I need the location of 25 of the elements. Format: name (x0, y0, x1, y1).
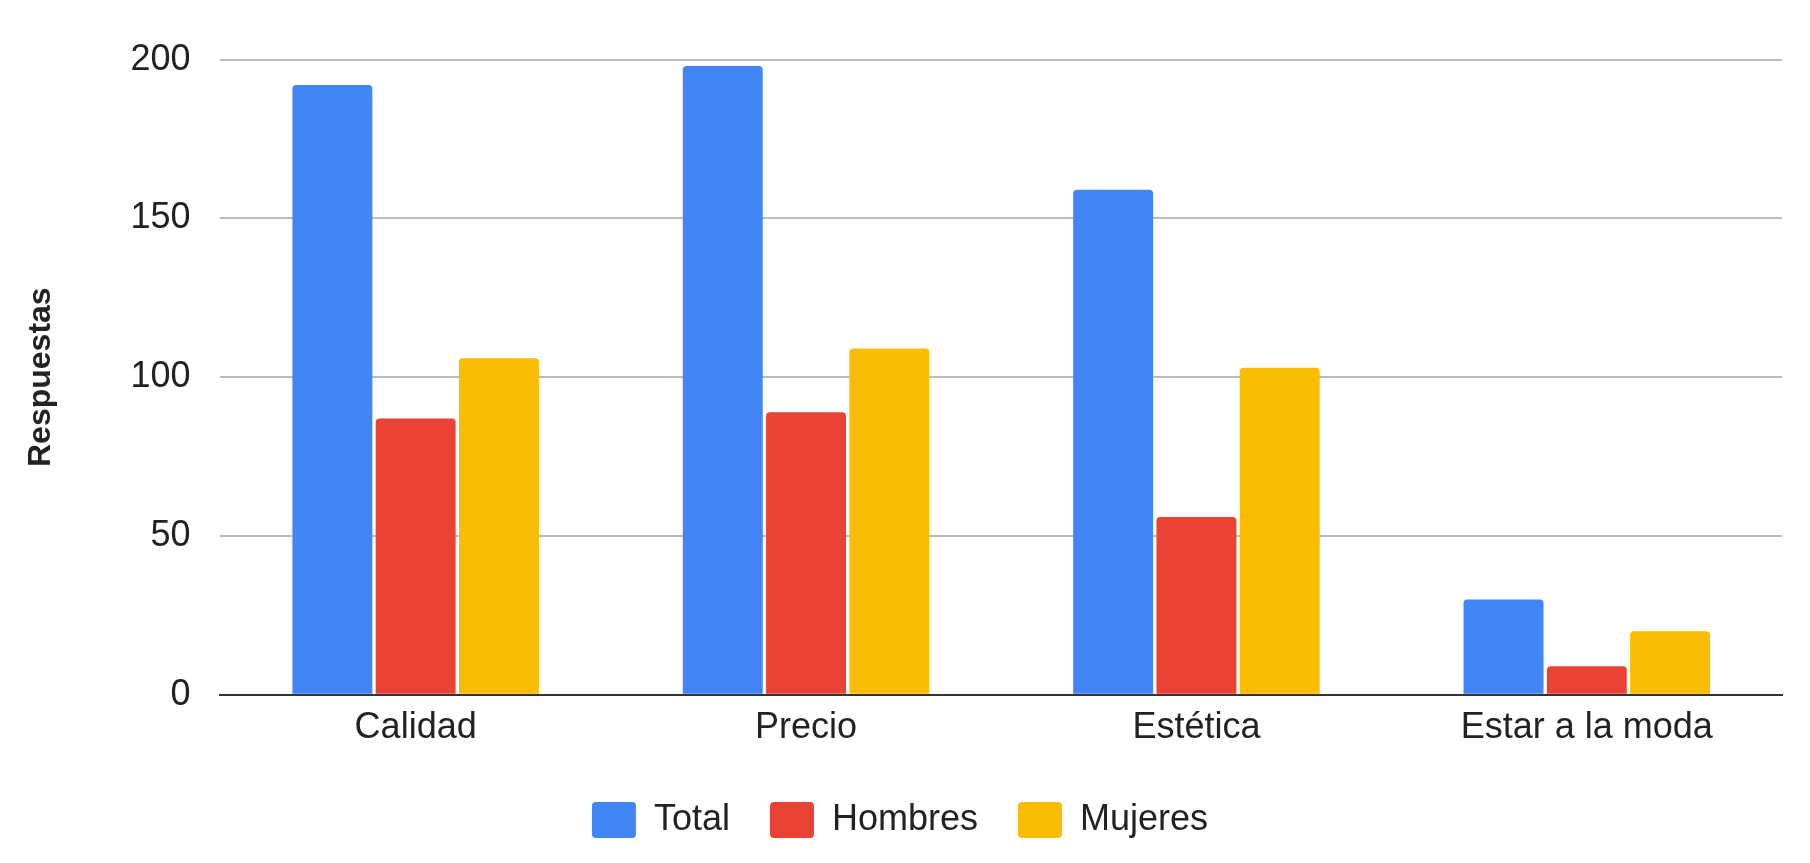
bar (1239, 367, 1320, 694)
y-tick-label: 0 (170, 671, 191, 713)
y-tick-label: 50 (150, 512, 191, 554)
bar (849, 348, 930, 694)
bar (375, 418, 456, 694)
y-tick-label: 150 (130, 195, 191, 237)
y-axis-title: Respuestas (21, 287, 58, 468)
x-tick-label: Estar a la moda (1460, 705, 1714, 747)
bar (766, 412, 847, 694)
bar (1073, 189, 1154, 694)
legend-label: Mujeres (1080, 796, 1209, 838)
bar (1630, 631, 1711, 694)
bar (292, 85, 373, 694)
bar (1463, 599, 1544, 694)
bar (682, 65, 763, 694)
x-tick-label: Estética (1132, 705, 1262, 747)
x-tick-label: Precio (755, 705, 858, 747)
y-tick-label: 100 (130, 354, 191, 396)
x-tick-label: Calidad (354, 705, 477, 747)
bar (1546, 666, 1627, 694)
bar (458, 358, 539, 694)
legend-label: Total (653, 796, 730, 838)
bar (1156, 516, 1237, 694)
y-tick-label: 200 (130, 36, 191, 78)
legend-label: Hombres (831, 796, 979, 838)
